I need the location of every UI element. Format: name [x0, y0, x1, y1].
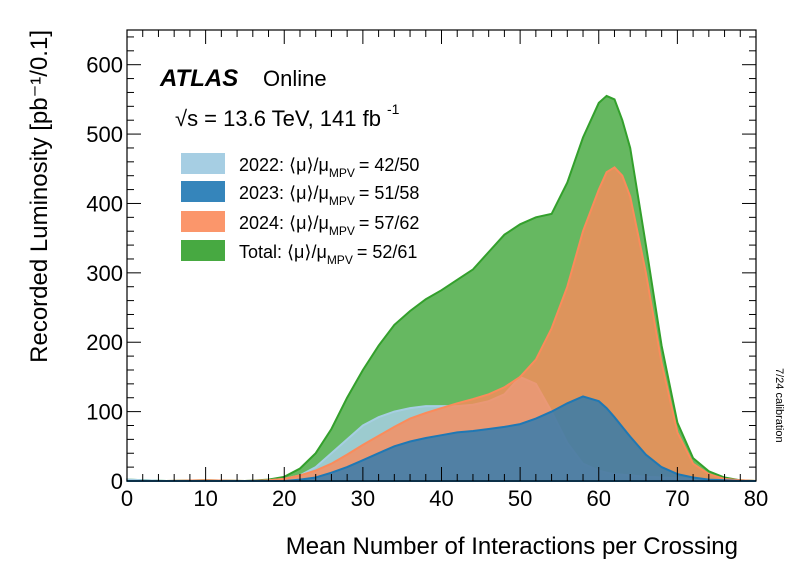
legend-label-2023: 2023: ⟨μ⟩/μMPV = 51/58: [239, 183, 419, 208]
y-tick-label: 500: [86, 122, 123, 147]
y-tick-label: 600: [86, 53, 123, 78]
energy-text: √s = 13.6 TeV, 141 fb: [175, 106, 381, 131]
legend-swatch-total: [181, 240, 225, 261]
x-tick-label: 50: [508, 486, 532, 511]
x-axis-title: Mean Number of Interactions per Crossing: [286, 533, 738, 560]
series-area-2023: [127, 395, 756, 482]
axis-tick-labels: 0 10 20 30 40 50 60 70 80 0 100 200 300 400 500 600: [86, 53, 768, 511]
status-label: Online: [263, 66, 327, 91]
calibration-note: 7/24 calibration: [773, 368, 785, 443]
y-axis-title: Recorded Luminosity [pb⁻¹/0.1]: [26, 30, 53, 363]
y-tick-label: 300: [86, 261, 123, 286]
legend-label-2024: 2024: ⟨μ⟩/μMPV = 57/62: [239, 213, 419, 238]
x-tick-label: 0: [121, 486, 133, 511]
x-tick-label: 40: [429, 486, 453, 511]
legend: 2022: ⟨μ⟩/μMPV = 42/50 2023: ⟨μ⟩/μMPV = 51/…: [181, 153, 419, 267]
x-tick-label: 70: [665, 486, 689, 511]
legend-label-2022: 2022: ⟨μ⟩/μMPV = 42/50: [239, 155, 419, 180]
y-tick-label: 0: [111, 469, 123, 494]
energy-superscript: -1: [387, 101, 400, 117]
y-tick-label: 200: [86, 330, 123, 355]
legend-swatch-2022: [181, 153, 225, 174]
y-tick-label: 100: [86, 400, 123, 425]
y-tick-label: 400: [86, 191, 123, 216]
x-tick-label: 60: [587, 486, 611, 511]
legend-label-total: Total: ⟨μ⟩/μMPV = 52/61: [239, 242, 417, 267]
x-tick-label: 10: [193, 486, 217, 511]
axis-ticks: [126, 30, 757, 482]
legend-swatch-2023: [181, 181, 225, 202]
series-areas: [126, 94, 757, 483]
legend-swatch-2024: [181, 211, 225, 232]
energy-label: √s = 13.6 TeV, 141 fb -1: [175, 101, 400, 131]
x-tick-label: 30: [351, 486, 375, 511]
x-tick-label: 20: [272, 486, 296, 511]
x-tick-label: 80: [744, 486, 768, 511]
experiment-label: ATLAS: [159, 65, 238, 92]
